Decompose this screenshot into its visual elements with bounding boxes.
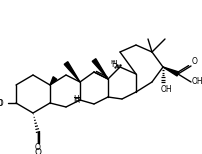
Text: H,: H, (111, 59, 117, 65)
Text: O: O (192, 57, 198, 67)
Text: H: H (73, 95, 79, 105)
Text: O: O (35, 142, 41, 152)
Text: HO: HO (0, 99, 3, 107)
Text: H: H (74, 98, 80, 104)
Polygon shape (50, 77, 57, 85)
Text: OH: OH (161, 85, 173, 93)
Text: O: O (35, 148, 41, 154)
Text: H,: H, (111, 59, 119, 69)
Text: HO: HO (0, 99, 4, 107)
Text: OH: OH (192, 77, 202, 87)
Polygon shape (92, 59, 108, 79)
Polygon shape (64, 62, 80, 82)
Polygon shape (163, 67, 179, 76)
